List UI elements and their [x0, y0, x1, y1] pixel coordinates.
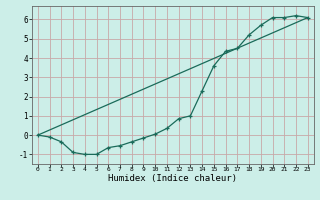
X-axis label: Humidex (Indice chaleur): Humidex (Indice chaleur) [108, 174, 237, 183]
